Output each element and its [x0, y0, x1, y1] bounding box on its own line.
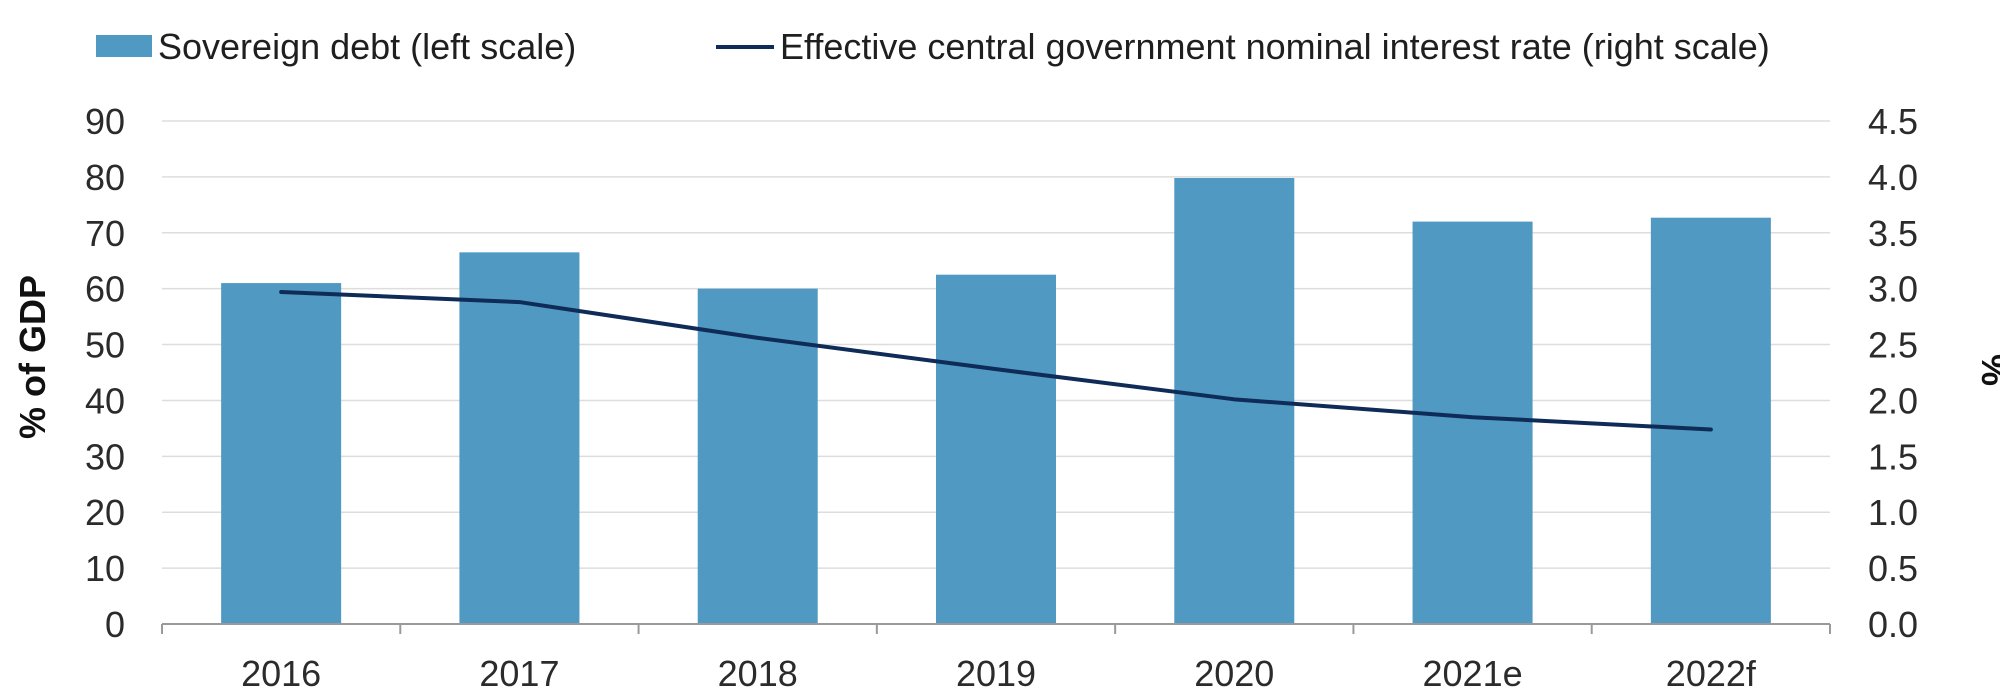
legend-label-interest-rate: Effective central government nominal int…	[780, 26, 1770, 67]
y-left-tick-label: 70	[85, 213, 125, 254]
y-right-tick-label: 2.0	[1868, 380, 1918, 421]
y-right-tick-label: 0.0	[1868, 604, 1918, 645]
bar-sovereign-debt	[459, 252, 580, 625]
legend-swatch-sovereign-debt	[96, 35, 152, 57]
axes	[161, 623, 1831, 634]
y-left-tick-label: 60	[85, 269, 125, 310]
y-right-tick-label: 2.5	[1868, 325, 1918, 366]
x-tick-label: 2019	[956, 653, 1036, 694]
y-right-tick-label: 0.5	[1868, 548, 1918, 589]
bar-sovereign-debt	[1650, 217, 1771, 624]
legend: Sovereign debt (left scale) Effective ce…	[96, 26, 1770, 67]
y-right-tick-label: 3.0	[1868, 269, 1918, 310]
y-right-tick-label: 4.0	[1868, 157, 1918, 198]
x-tick-label: 2016	[241, 653, 321, 694]
y-left-tick-label: 80	[85, 157, 125, 198]
y-left-tick-label: 20	[85, 492, 125, 533]
y-left-tick-label: 0	[105, 604, 125, 645]
x-axis-ticks: 2016 2017 2018 2019 2020 2021e 2022f	[241, 653, 1757, 694]
y-left-tick-label: 50	[85, 325, 125, 366]
line-series	[279, 290, 1713, 432]
x-tick-label: 2017	[479, 653, 559, 694]
y-axis-right-ticks: 0.0 0.5 1.0 1.5 2.0 2.5 3.0 3.5 4.0 4.5	[1868, 101, 1918, 645]
y-axis-right-title: %	[1974, 354, 2000, 386]
y-right-tick-label: 3.5	[1868, 213, 1918, 254]
y-axis-left-title: % of GDP	[12, 275, 53, 439]
x-tick-label: 2018	[718, 653, 798, 694]
y-left-tick-label: 30	[85, 436, 125, 477]
x-tick-label: 2022f	[1666, 653, 1757, 694]
y-axis-left-ticks: 0 10 20 30 40 50 60 70 80 90	[85, 101, 125, 645]
bar-sovereign-debt	[936, 274, 1056, 624]
y-right-tick-label: 1.5	[1868, 436, 1918, 477]
bar-sovereign-debt	[1412, 221, 1533, 624]
y-left-tick-label: 40	[85, 380, 125, 421]
y-right-tick-label: 1.0	[1868, 492, 1918, 533]
y-left-tick-label: 10	[85, 548, 125, 589]
x-tick-label: 2020	[1194, 653, 1274, 694]
legend-label-sovereign-debt: Sovereign debt (left scale)	[158, 26, 576, 67]
x-tick-label: 2021e	[1423, 653, 1523, 694]
bar-sovereign-debt	[221, 283, 342, 624]
y-left-tick-label: 90	[85, 101, 125, 142]
y-right-tick-label: 4.5	[1868, 101, 1918, 142]
